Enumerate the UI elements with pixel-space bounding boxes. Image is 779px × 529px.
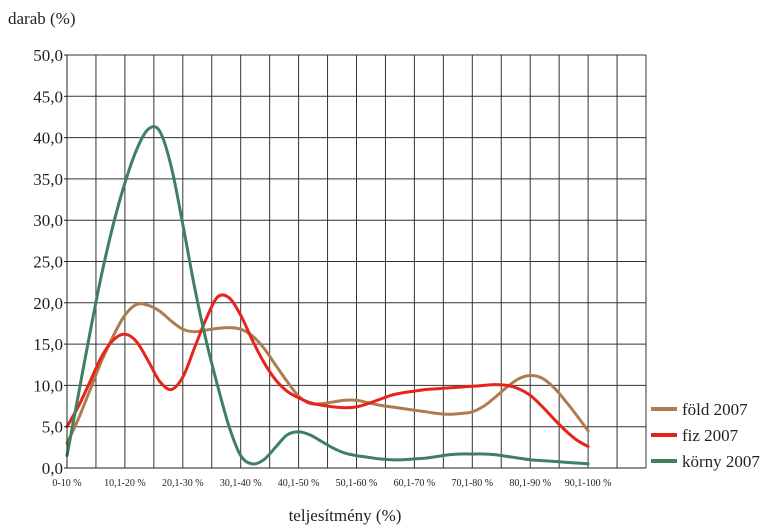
x-tick-label: 90,1-100 %: [565, 478, 612, 489]
y-tick-label: 10,0: [33, 376, 63, 395]
y-tick-label: 35,0: [33, 170, 63, 189]
grid-lines: [67, 54, 647, 468]
x-tick-label: 0-10 %: [52, 478, 81, 489]
series-line-2: [65, 293, 590, 448]
y-tick-label: 20,0: [33, 294, 63, 313]
x-tick-label: 20,1-30 %: [162, 478, 204, 489]
legend-label: fiz 2007: [682, 426, 739, 445]
x-tick-label: 50,1-60 %: [336, 478, 378, 489]
y-tick-label: 40,0: [33, 129, 63, 148]
y-tick-label: 5,0: [42, 418, 63, 437]
y-tick-label: 45,0: [33, 87, 63, 106]
x-tick-label: 80,1-90 %: [509, 478, 551, 489]
y-tick-label: 30,0: [33, 211, 63, 230]
series-line-3: [65, 125, 590, 466]
x-tick-label: 40,1-50 %: [278, 478, 320, 489]
x-tick-label: 30,1-40 %: [220, 478, 262, 489]
x-tick-label: 70,1-80 %: [451, 478, 493, 489]
y-tick-label: 15,0: [33, 335, 63, 354]
legend-label: föld 2007: [682, 400, 748, 419]
x-tick-label: 10,1-20 %: [104, 478, 146, 489]
series-line-1: [65, 302, 590, 445]
series-lines: [65, 125, 590, 466]
y-tick-label: 0,0: [42, 459, 63, 478]
x-tick-label: 60,1-70 %: [394, 478, 436, 489]
tick-labels: 0,0 5,0 10,0 15,0 20,0 25,0 30,0 35,0 40,0 45,0 50…: [33, 46, 611, 489]
legend-label: körny 2007: [682, 452, 760, 471]
legend: föld 2007 fiz 2007 körny 2007: [651, 400, 760, 471]
y-tick-label: 50,0: [33, 46, 63, 65]
x-axis-title: teljesítmény (%): [289, 506, 402, 525]
y-tick-label: 25,0: [33, 253, 63, 272]
axes: [64, 54, 646, 469]
y-axis-title: darab (%): [8, 9, 76, 28]
